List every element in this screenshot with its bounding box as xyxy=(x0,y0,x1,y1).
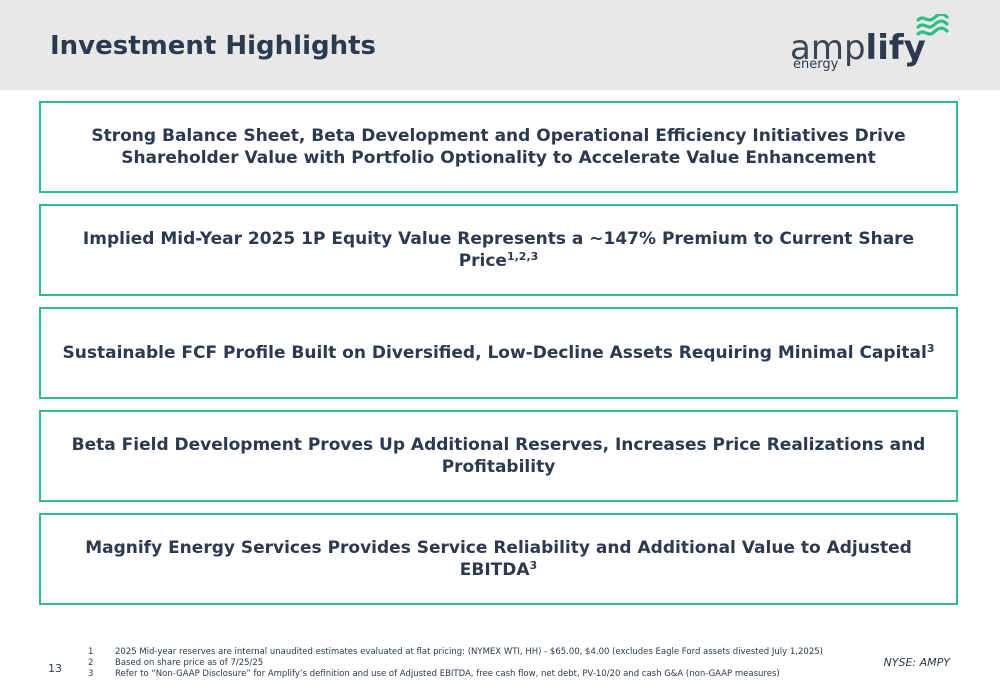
highlight-text-4: Beta Field Development Proves Up Additio… xyxy=(61,434,936,478)
logo-wordmark: amplify xyxy=(790,28,926,68)
footnotes: 1 2025 Mid-year reserves are internal un… xyxy=(88,647,888,680)
highlight-box-5: Magnify Energy Services Provides Service… xyxy=(39,513,958,605)
footnote-text: 2025 Mid-year reserves are internal unau… xyxy=(115,647,823,657)
footnote-ref: 1,2,3 xyxy=(506,250,539,263)
highlight-label: Beta Field Development Proves Up Additio… xyxy=(71,435,926,477)
company-logo: amplify energy xyxy=(790,14,955,74)
highlight-text-5: Magnify Energy Services Provides Service… xyxy=(61,537,936,581)
highlight-text-1: Strong Balance Sheet, Beta Development a… xyxy=(61,125,936,169)
footnote-text: Based on share price as of 7/25/25 xyxy=(115,658,264,668)
wave-icon xyxy=(916,14,949,36)
highlight-text-2: Implied Mid-Year 2025 1P Equity Value Re… xyxy=(61,228,936,272)
logo-subtext: energy xyxy=(793,57,839,72)
footnote-item: 1 2025 Mid-year reserves are internal un… xyxy=(88,647,888,658)
header-bar: Investment Highlights amplify energy xyxy=(0,0,1000,90)
footnote-number: 1 xyxy=(88,647,94,657)
page-title: Investment Highlights xyxy=(50,31,377,61)
logo-text-bold: lify xyxy=(865,28,926,68)
footnote-item: 3 Refer to “Non-GAAP Disclosure” for Amp… xyxy=(88,669,888,680)
stock-ticker: NYSE: AMPY xyxy=(883,656,950,669)
highlight-label: Strong Balance Sheet, Beta Development a… xyxy=(91,126,906,168)
footnote-number: 2 xyxy=(88,658,94,668)
footnote-text: Refer to “Non-GAAP Disclosure” for Ampli… xyxy=(115,669,780,679)
highlight-box-3: Sustainable FCF Profile Built on Diversi… xyxy=(39,307,958,399)
highlight-text-3: Sustainable FCF Profile Built on Diversi… xyxy=(63,342,935,364)
footnote-item: 2 Based on share price as of 7/25/25 xyxy=(88,658,888,669)
highlight-box-2: Implied Mid-Year 2025 1P Equity Value Re… xyxy=(39,204,958,296)
logo-text-thin: amp xyxy=(790,28,866,68)
footnote-number: 3 xyxy=(88,669,94,679)
footnote-ref: 3 xyxy=(529,559,538,572)
highlight-box-4: Beta Field Development Proves Up Additio… xyxy=(39,410,958,502)
highlight-label: Magnify Energy Services Provides Service… xyxy=(85,538,912,580)
highlight-box-1: Strong Balance Sheet, Beta Development a… xyxy=(39,101,958,193)
footnote-ref: 3 xyxy=(926,342,935,355)
highlight-label: Sustainable FCF Profile Built on Diversi… xyxy=(62,343,927,363)
page-number: 13 xyxy=(48,662,62,675)
highlight-label: Implied Mid-Year 2025 1P Equity Value Re… xyxy=(82,229,915,271)
